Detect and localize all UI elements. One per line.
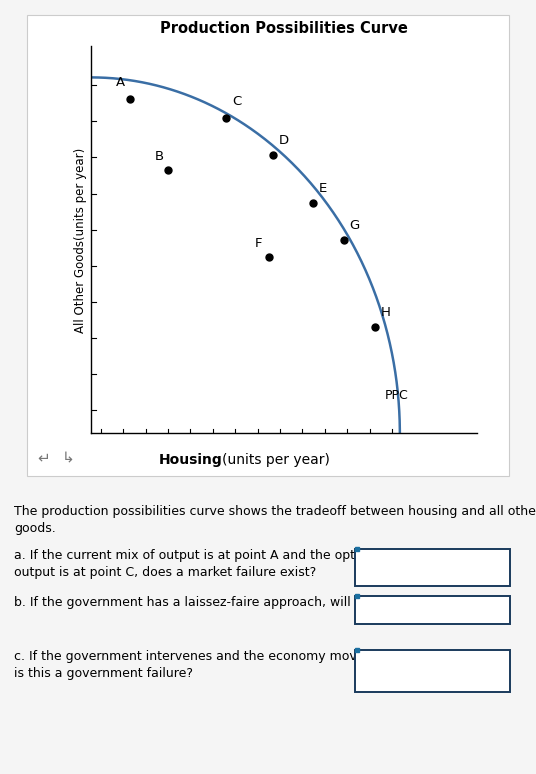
Text: ↵: ↵ — [38, 450, 50, 465]
Text: Housing: Housing — [159, 453, 222, 467]
Text: The production possibilities curve shows the tradeoff between housing and all ot: The production possibilities curve shows… — [14, 505, 536, 536]
Text: A: A — [116, 76, 125, 89]
Text: C: C — [232, 95, 241, 108]
Y-axis label: All Other Goods(units per year): All Other Goods(units per year) — [74, 147, 87, 333]
Text: PPC: PPC — [384, 389, 408, 402]
Text: (units per year): (units per year) — [222, 453, 330, 467]
Text: F: F — [255, 237, 263, 249]
FancyBboxPatch shape — [355, 649, 510, 692]
Text: ↳: ↳ — [62, 450, 74, 465]
Text: B: B — [155, 149, 164, 163]
Text: G: G — [349, 219, 360, 232]
Text: a. If the current mix of output is at point A and the optimal mix of
output is a: a. If the current mix of output is at po… — [14, 550, 425, 580]
Text: b. If the government has a laissez-faire approach, will it intervene?: b. If the government has a laissez-faire… — [14, 595, 434, 608]
Text: H: H — [381, 307, 390, 319]
Text: E: E — [319, 183, 327, 196]
FancyBboxPatch shape — [355, 550, 510, 585]
Title: Production Possibilities Curve: Production Possibilities Curve — [160, 21, 408, 36]
Text: D: D — [278, 134, 288, 147]
FancyBboxPatch shape — [355, 595, 510, 624]
Text: c. If the government intervenes and the economy moves to point D,
is this a gove: c. If the government intervenes and the … — [14, 649, 441, 680]
